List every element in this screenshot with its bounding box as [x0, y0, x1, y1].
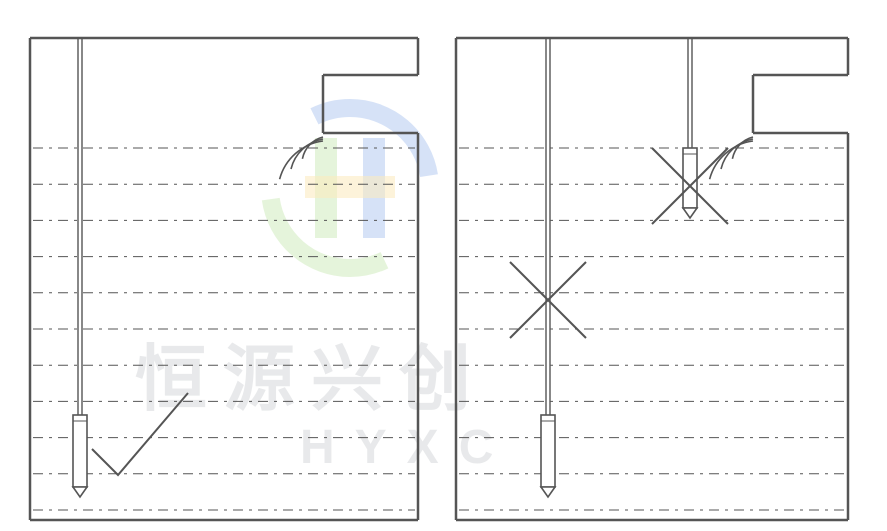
- diagram-svg: [0, 0, 887, 531]
